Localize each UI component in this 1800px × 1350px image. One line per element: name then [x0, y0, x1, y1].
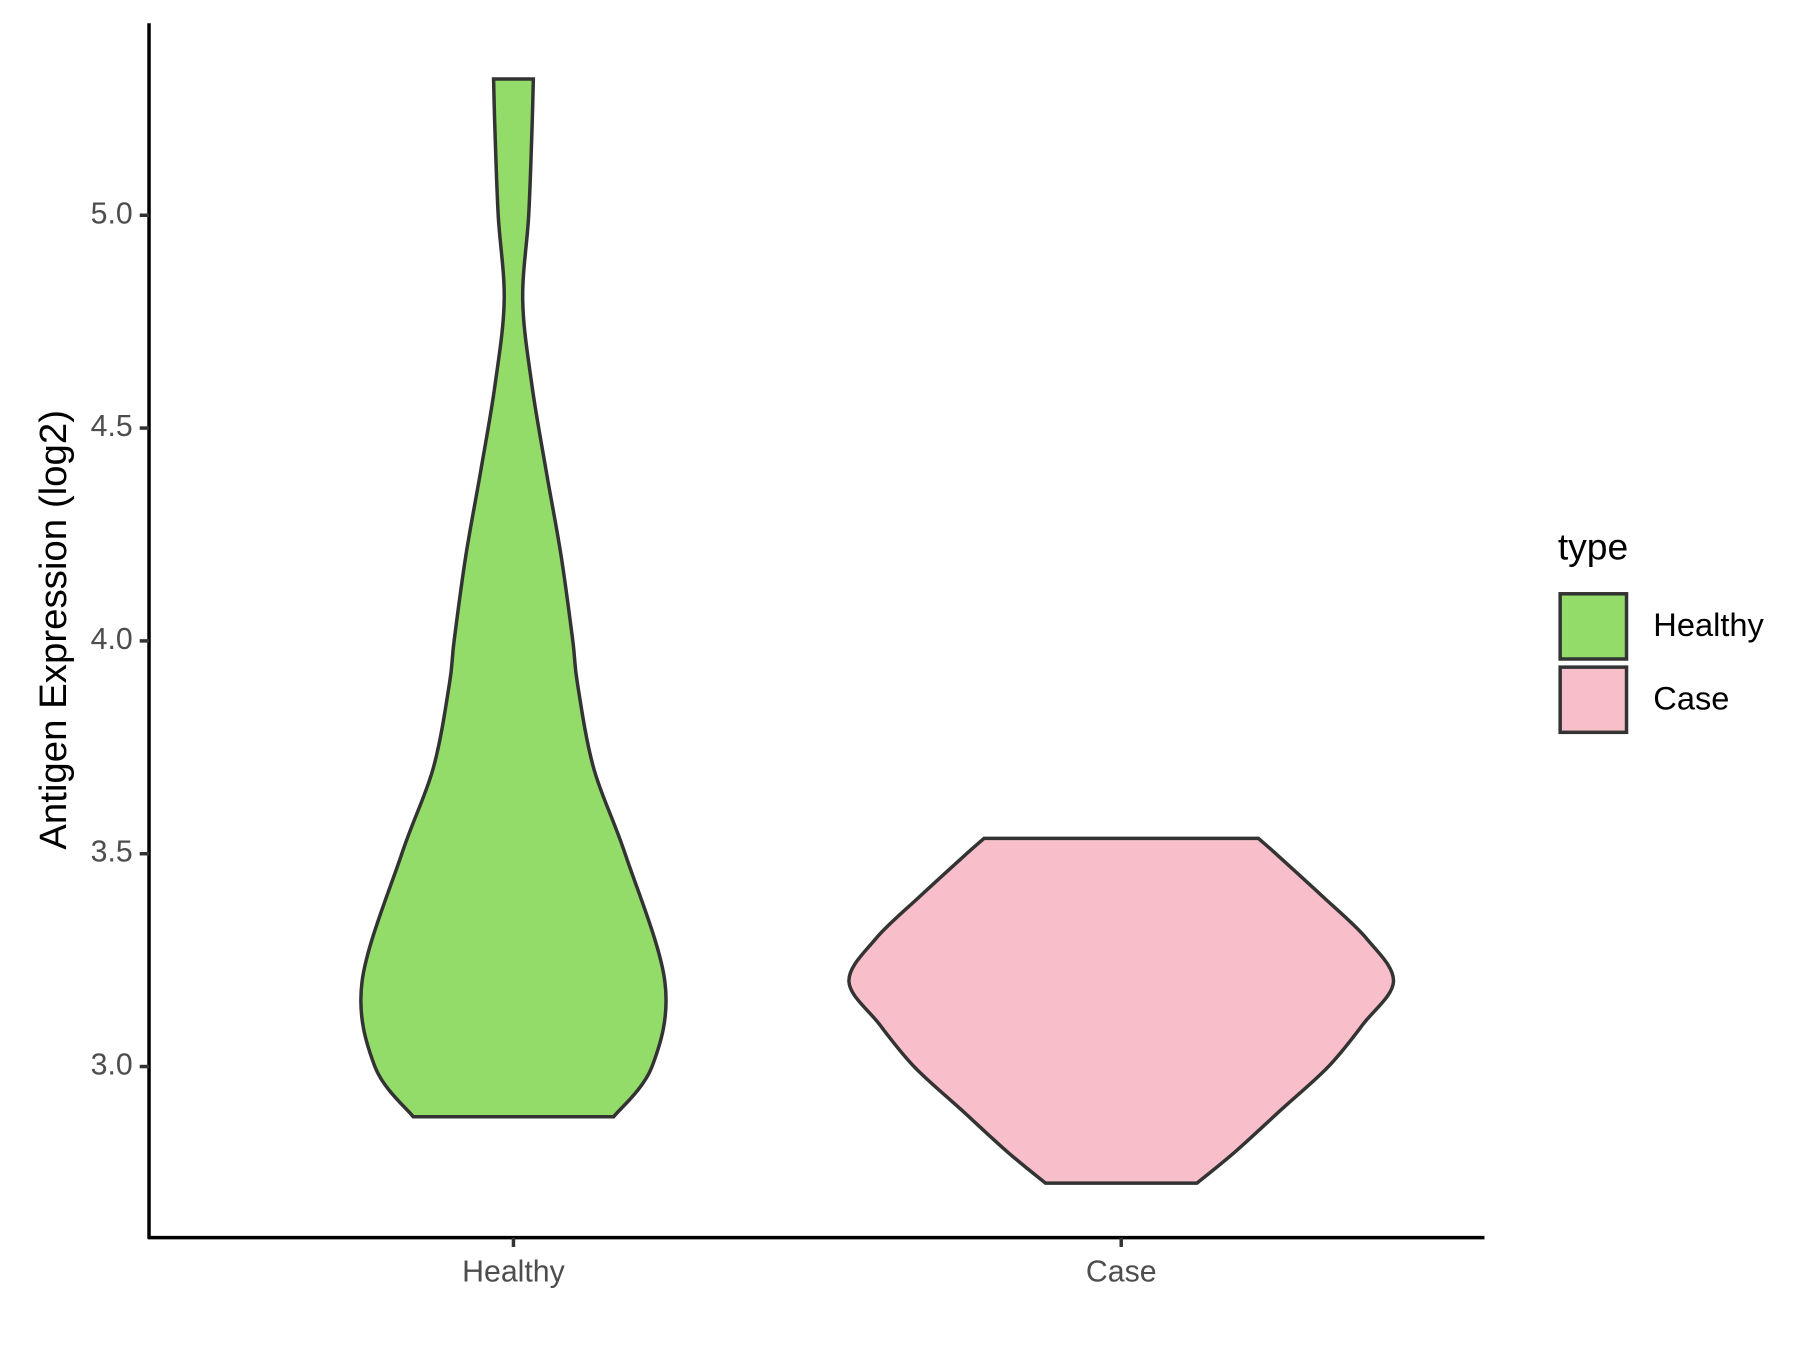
y-tick-label: 4.5 [91, 410, 133, 443]
x-tick-label: Case [1086, 1256, 1157, 1289]
violin [847, 836, 1396, 1185]
y-axis-title: Antigen Expression (log2) [32, 410, 75, 850]
x-tick-label: Healthy [462, 1256, 565, 1289]
legend-key [1558, 665, 1629, 735]
y-tick-label: 3.0 [91, 1049, 133, 1082]
y-tick-label: 4.0 [91, 623, 133, 656]
y-tick-label: 3.5 [91, 836, 133, 869]
legend-key [1558, 592, 1629, 661]
legend-title: type [1558, 525, 1628, 567]
violin [359, 77, 668, 1119]
y-tick-label: 5.0 [91, 197, 133, 230]
legend-label: Case [1653, 680, 1729, 717]
legend-label: Healthy [1653, 606, 1764, 643]
